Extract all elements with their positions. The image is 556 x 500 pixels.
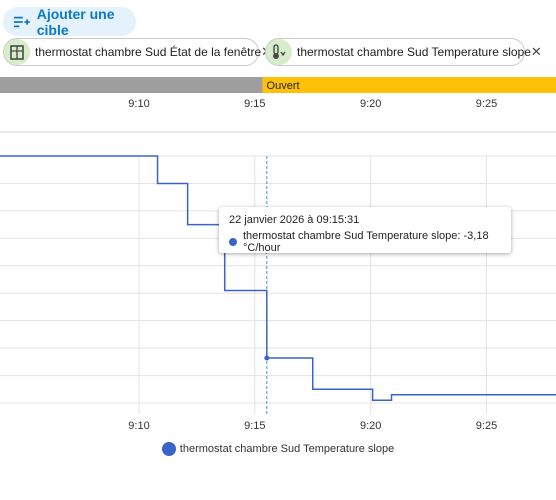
add-target-button[interactable]: Ajouter une cible <box>3 5 136 38</box>
legend-series-dot <box>161 442 176 456</box>
chart-legend[interactable]: thermostat chambre Sud Temperature slope <box>0 442 556 456</box>
x-tick-label: 9:25 <box>476 420 497 432</box>
slope-chart[interactable]: 9:10 9:15 9:20 9:25 <box>0 132 556 500</box>
chip-label: thermostat chambre Sud État de la fenêtr… <box>35 45 262 59</box>
chart-tooltip: 22 janvier 2026 à 09:15:31 thermostat ch… <box>219 207 511 254</box>
x-tick-label: 9:20 <box>360 420 381 432</box>
timeline-segment <box>262 77 556 93</box>
tooltip-value: thermostat chambre Sud Temperature slope… <box>243 230 489 254</box>
x-tick-label: 9:15 <box>244 420 265 432</box>
add-target-label: Ajouter une cible <box>36 5 115 38</box>
tooltip-date: 22 janvier 2026 à 09:15:31 <box>229 214 360 226</box>
highlight-point <box>264 355 270 361</box>
target-chip-temperature-slope[interactable]: thermostat chambre Sud Temperature slope… <box>265 38 542 66</box>
target-chip-window-state[interactable]: thermostat chambre Sud État de la fenêtr… <box>3 38 272 66</box>
x-tick-label: 9:10 <box>128 420 149 432</box>
close-icon[interactable]: ✕ <box>530 44 542 59</box>
timeline-tick-label: 9:20 <box>360 98 381 110</box>
state-timeline: Ouvert 9:10 9:15 9:20 9:25 <box>0 77 556 132</box>
timeline-state-label: Ouvert <box>267 80 300 92</box>
legend-label: thermostat chambre Sud Temperature slope <box>179 443 395 455</box>
timeline-segment <box>0 77 263 93</box>
timeline-tick-label: 9:25 <box>476 98 497 110</box>
chip-label: thermostat chambre Sud Temperature slope <box>297 45 531 59</box>
series-line <box>0 155 556 402</box>
timeline-tick-label: 9:15 <box>244 98 265 110</box>
tooltip-series-dot <box>229 238 237 246</box>
timeline-tick-label: 9:10 <box>128 98 149 110</box>
thermometer-icon <box>266 39 292 65</box>
playlist-add-icon <box>14 16 30 27</box>
window-icon <box>4 39 30 65</box>
